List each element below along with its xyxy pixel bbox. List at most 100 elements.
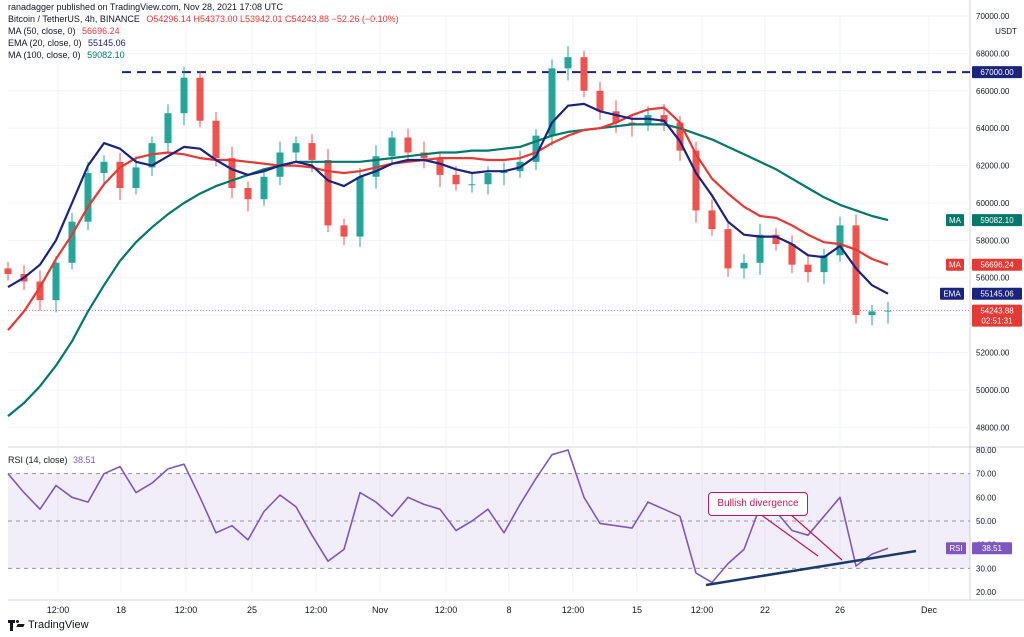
candle-body (4, 268, 12, 274)
tradingview-logo-icon (8, 619, 25, 631)
publisher-line: ranadagger published on TradingView.com,… (8, 2, 284, 12)
candle-body (340, 225, 348, 237)
candle-body (564, 57, 572, 69)
x-tick-label: 12:00 (175, 605, 198, 615)
tradingview-logo[interactable]: TradingView (8, 619, 89, 631)
candle-body (292, 143, 300, 153)
indicator-ma100-label: MA (100, close, 0) (8, 50, 81, 60)
rsi-tick-label: 70.00 (976, 470, 997, 479)
candle-body (100, 161, 108, 174)
indicator-ma100-value: 59082.10 (87, 50, 125, 60)
price-tag-prefix (946, 258, 964, 271)
y-tick-label: 52000.00 (976, 349, 1010, 358)
y-tick-label: 48000.00 (976, 423, 1010, 432)
rsi-tag (972, 542, 1012, 555)
price-tag (972, 66, 1022, 79)
x-tick-label: 25 (247, 605, 257, 615)
candle-body (548, 68, 556, 136)
candle-body (404, 137, 412, 153)
rsi-tick-label: 20.00 (976, 588, 997, 597)
candle-body (820, 255, 828, 273)
bullish-divergence-annotation[interactable]: Bullish divergence (708, 492, 808, 516)
annotation-arrow-left (759, 513, 819, 557)
candle-body (196, 77, 204, 121)
price-tag-text: 54243.88 (980, 307, 1014, 316)
price-tag-prefix-text: MA (949, 216, 962, 225)
indicator-ema20[interactable]: EMA (20, close, 0) 55145.06 (8, 38, 126, 49)
rsi-header-value: 38.51 (73, 455, 96, 465)
indicator-ma50-value: 56696.24 (82, 26, 120, 36)
symbol-header[interactable]: Bitcoin / TetherUS, 4h, BINANCE O54296.1… (8, 14, 399, 25)
y-tick-label: 68000.00 (976, 49, 1010, 58)
candle-body (132, 167, 140, 188)
rsi-tag-text: 38.51 (982, 544, 1003, 553)
price-tag-text: 67000.00 (980, 68, 1014, 77)
rsi-tick-label: 30.00 (976, 564, 997, 573)
price-tag-prefix (940, 287, 964, 300)
indicator-ma50[interactable]: MA (50, close, 0) 56696.24 (8, 26, 120, 37)
candle-body (260, 176, 268, 200)
price-tag-prefix (946, 214, 964, 227)
candle-body (436, 158, 444, 175)
price-tag (972, 304, 1022, 327)
indicator-ma50-label: MA (50, close, 0) (8, 26, 76, 36)
price-tag-prefix-text: MA (949, 261, 962, 270)
indicator-ma100[interactable]: MA (100, close, 0) 59082.10 (8, 50, 125, 61)
x-tick-label: 8 (506, 605, 511, 615)
ema20-line (7, 102, 889, 295)
price-tag-text: 55145.06 (980, 290, 1014, 299)
x-tick-label: 12:00 (305, 605, 328, 615)
candle-body (308, 143, 316, 160)
candle-body (164, 113, 172, 144)
y-tick-label: 70000.00 (976, 12, 1010, 21)
indicator-ema20-label: EMA (20, close, 0) (8, 38, 82, 48)
x-tick-label: Dec (921, 605, 938, 615)
price-tag (972, 287, 1022, 300)
candle-body (708, 210, 716, 230)
price-tag-prefix-text: EMA (943, 290, 961, 299)
indicator-ema20-value: 55145.06 (88, 38, 126, 48)
candle-body (580, 57, 588, 91)
candle-body (356, 176, 364, 237)
x-tick-label: Nov (372, 605, 389, 615)
ohlc-values: O54296.14 H54373.00 L53942.01 C54243.88 … (146, 14, 399, 24)
y-tick-label: 64000.00 (976, 124, 1010, 133)
candle-body (724, 229, 732, 269)
candle-body (596, 90, 604, 112)
x-tick-label: 12:00 (435, 605, 458, 615)
candle-body (692, 150, 700, 211)
y-tick-label: 66000.00 (976, 87, 1010, 96)
candle-body (244, 188, 252, 200)
rsi-tick-label: 50.00 (976, 517, 997, 526)
candle-body (532, 135, 540, 162)
x-tick-label: 26 (835, 605, 845, 615)
candle-body (852, 225, 860, 316)
price-pane (8, 16, 970, 446)
symbol-title: Bitcoin / TetherUS, 4h, BINANCE (8, 14, 140, 24)
candle-body (868, 311, 876, 316)
annotation-arrow-right (789, 513, 843, 561)
candle-body (84, 173, 92, 222)
candle-body (68, 221, 76, 263)
candle-body (116, 161, 124, 188)
candle-body (228, 158, 236, 188)
bullish-divergence-trendline (705, 549, 917, 587)
candle-body (452, 174, 460, 185)
candle-body (52, 262, 60, 301)
candle-body (676, 122, 684, 151)
ma50-line (7, 106, 889, 331)
candle-body (740, 262, 748, 269)
candle-body (772, 234, 780, 245)
candle-body (612, 111, 620, 123)
ma100-line (7, 123, 889, 417)
candle-body (756, 234, 764, 263)
y-tick-label: 60000.00 (976, 199, 1010, 208)
price-tag-text: 56696.24 (980, 261, 1014, 270)
rsi-line (7, 449, 889, 584)
currency-label: USDT (995, 27, 1017, 36)
candle-body (788, 244, 796, 265)
x-tick-label: 12:00 (562, 605, 585, 615)
rsi-header[interactable]: RSI (14, close) 38.51 (8, 455, 96, 465)
candle-body (324, 159, 332, 226)
